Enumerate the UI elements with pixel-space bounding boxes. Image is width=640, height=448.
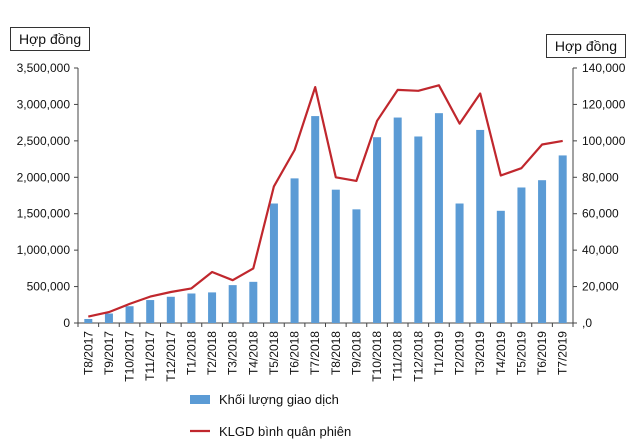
x-tick-label: T11/2018 xyxy=(391,331,405,381)
x-tick-label: T1/2018 xyxy=(184,331,198,375)
left-y-tick-label: 3,000,000 xyxy=(17,97,71,111)
bar-T8/2017 xyxy=(84,318,93,323)
bar-T2/2018 xyxy=(208,292,217,323)
x-axis-labels: T8/2017 T9/2017 T10/2017 T11/2017 T12/2017 T1… xyxy=(81,331,569,382)
right-y-tick-label: 40,000 xyxy=(582,243,619,257)
x-tick-label: T3/2018 xyxy=(226,331,240,375)
bar-T9/2018 xyxy=(352,209,361,323)
x-tick-label: T6/2019 xyxy=(535,331,549,375)
legend-bar-label: Khối lượng giao dịch xyxy=(219,392,339,407)
right-y-tick-label: 20,000 xyxy=(582,280,619,294)
x-tick-label: T8/2017 xyxy=(81,331,95,375)
right-axis-unit-label: Hợp đồng xyxy=(545,34,626,58)
left-y-tick-label: 1,500,000 xyxy=(17,207,71,221)
left-y-tick-label: 500,000 xyxy=(27,280,71,294)
bar-series xyxy=(84,113,567,324)
left-axis-unit-label: Hợp đồng xyxy=(10,27,91,51)
x-tick-label: T8/2018 xyxy=(329,331,343,375)
bar-T4/2018 xyxy=(249,281,258,323)
x-tick-label: T7/2019 xyxy=(556,331,570,375)
bar-T7/2018 xyxy=(311,116,320,323)
bar-T1/2019 xyxy=(434,113,443,324)
bar-T5/2018 xyxy=(269,203,278,323)
legend-bar-swatch xyxy=(190,395,210,404)
x-tick-label: T3/2019 xyxy=(473,331,487,375)
x-tick-label: T7/2018 xyxy=(308,331,322,375)
right-y-tick-label: 60,000 xyxy=(582,207,619,221)
legend: Khối lượng giao dịch KLGD bình quân phiên xyxy=(190,392,351,439)
x-tick-label: T1/2019 xyxy=(432,331,446,375)
x-tick-label: T5/2018 xyxy=(267,331,281,375)
bar-T10/2018 xyxy=(373,137,382,323)
left-y-tick-label: 3,500,000 xyxy=(17,61,71,75)
right-y-tick-label: ,0 xyxy=(582,316,592,330)
left-y-tick-label: 2,500,000 xyxy=(17,134,71,148)
bar-T3/2018 xyxy=(228,285,237,323)
bar-T8/2018 xyxy=(331,189,340,323)
axes xyxy=(74,67,577,327)
x-tick-label: T9/2018 xyxy=(349,331,363,375)
x-tick-label: T4/2019 xyxy=(494,331,508,375)
bar-T6/2018 xyxy=(290,178,299,323)
bar-T12/2017 xyxy=(166,296,175,323)
bar-T11/2017 xyxy=(146,300,155,323)
bar-T12/2018 xyxy=(414,136,423,323)
bar-T1/2018 xyxy=(187,293,196,323)
right-y-tick-label: 80,000 xyxy=(582,170,619,184)
line-series xyxy=(88,84,563,318)
x-tick-label: T12/2018 xyxy=(411,331,425,382)
x-tick-label: T2/2018 xyxy=(205,331,219,375)
x-tick-label: T6/2018 xyxy=(288,331,302,375)
right-y-tick-label: 100,000 xyxy=(582,134,626,148)
bar-T9/2017 xyxy=(104,313,113,323)
x-tick-label: T9/2017 xyxy=(102,331,116,375)
bar-T11/2018 xyxy=(393,117,402,324)
right-y-tick-label: 120,000 xyxy=(582,97,626,111)
line-klgd-binh-quan xyxy=(88,84,563,318)
legend-line-label: KLGD bình quân phiên xyxy=(219,424,351,439)
bar-T10/2017 xyxy=(125,306,134,323)
x-tick-label: T4/2018 xyxy=(246,331,260,375)
bar-T5/2019 xyxy=(517,187,526,323)
bar-T4/2019 xyxy=(496,210,505,323)
bar-T2/2019 xyxy=(455,203,464,323)
x-tick-label: T11/2017 xyxy=(143,331,157,381)
x-tick-label: T10/2018 xyxy=(370,331,384,382)
bar-T7/2019 xyxy=(558,155,567,323)
left-y-tick-label: 2,000,000 xyxy=(17,170,71,184)
right-y-axis-labels: ,0 20,000 40,000 60,000 80,000 100,000 120,000… xyxy=(582,61,626,330)
x-tick-label: T2/2019 xyxy=(453,331,467,375)
bar-T3/2019 xyxy=(476,129,485,323)
x-tick-label: T5/2019 xyxy=(514,331,528,375)
left-y-tick-label: 0 xyxy=(63,316,70,330)
x-tick-label: T10/2017 xyxy=(123,331,137,382)
left-y-axis-labels: 0 500,000 1,000,000 1,500,000 2,000,000 2,500… xyxy=(17,61,71,330)
right-y-tick-label: 140,000 xyxy=(582,61,626,75)
bar-T6/2019 xyxy=(538,180,547,323)
left-y-tick-label: 1,000,000 xyxy=(17,243,71,257)
x-tick-label: T12/2017 xyxy=(164,331,178,382)
